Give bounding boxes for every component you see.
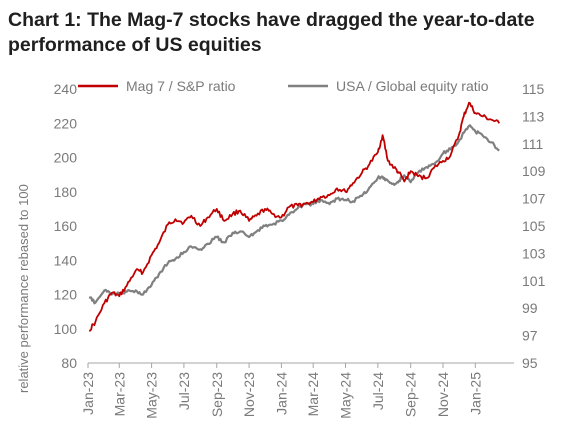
y-tick-label: 100 — [54, 321, 78, 337]
y-tick-label: 120 — [54, 287, 78, 303]
y-tick-label: 180 — [54, 184, 78, 200]
x-tick-label: May-23 — [144, 372, 160, 419]
x-tick-label: Mar-23 — [111, 372, 127, 417]
y2-tick-label: 105 — [522, 218, 546, 234]
y-tick-label: 200 — [54, 150, 78, 166]
y2-tick-label: 101 — [522, 273, 546, 289]
x-tick-label: Sep-23 — [209, 372, 225, 417]
x-tick-label: Mar-24 — [305, 372, 321, 417]
y2-tick-label: 97 — [522, 328, 538, 344]
x-tick-label: Jan-25 — [467, 372, 483, 415]
x-tick-label: Jan-24 — [273, 372, 289, 415]
left-axis-ticks: 80 100 120 140 160 180 200 220 240 — [54, 81, 78, 371]
legend-label-usa: USA / Global equity ratio — [336, 78, 489, 94]
y-axis-title: relative performance rebased to 100 — [16, 184, 31, 393]
y2-tick-label: 111 — [522, 136, 543, 152]
legend-label-mag7: Mag 7 / S&P ratio — [126, 78, 236, 94]
y2-tick-label: 99 — [522, 300, 538, 316]
x-tick-label: Sep-24 — [403, 372, 419, 417]
x-tick-label: Jan-23 — [80, 372, 96, 415]
y2-tick-label: 103 — [522, 245, 546, 261]
x-axis-ticks: Jan-23 Mar-23 May-23 Jul-23 Sep-23 Nov-23 Jan-… — [80, 363, 483, 419]
chart-title: Chart 1: The Mag-7 stocks have dragged t… — [8, 9, 535, 56]
series-line-usa — [88, 124, 500, 305]
series-line-mag7 — [88, 101, 500, 332]
x-tick-label: May-24 — [338, 372, 354, 419]
x-tick-label: Nov-23 — [241, 372, 257, 417]
y2-tick-label: 115 — [522, 81, 545, 97]
right-axis-ticks: 95 97 99 101 103 105 107 109 111 113 115 — [522, 81, 546, 371]
y-tick-label: 160 — [54, 218, 78, 234]
y-tick-label: 140 — [54, 252, 78, 268]
x-tick-label: Jul-23 — [176, 372, 192, 410]
x-tick-label: Nov-24 — [435, 372, 451, 417]
series-layer — [88, 101, 500, 332]
y-tick-label: 80 — [61, 355, 77, 371]
x-tick-label: Jul-24 — [370, 372, 386, 410]
y2-tick-label: 107 — [522, 191, 546, 207]
y-tick-label: 240 — [54, 81, 78, 97]
y-tick-label: 220 — [54, 115, 78, 131]
y2-tick-label: 113 — [522, 108, 545, 124]
y2-tick-label: 95 — [522, 355, 538, 371]
legend: Mag 7 / S&P ratio USA / Global equity ra… — [78, 78, 489, 94]
y2-tick-label: 109 — [522, 163, 546, 179]
